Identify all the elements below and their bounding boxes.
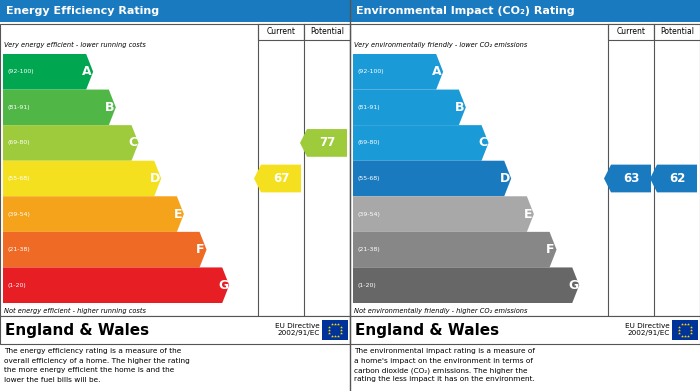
Polygon shape [353, 232, 556, 267]
Polygon shape [353, 267, 579, 303]
Text: Very environmentally friendly - lower CO₂ emissions: Very environmentally friendly - lower CO… [354, 42, 527, 48]
Polygon shape [353, 125, 489, 161]
Text: 67: 67 [273, 172, 289, 185]
Polygon shape [353, 90, 466, 125]
Text: (81-91): (81-91) [7, 105, 29, 110]
Text: B: B [105, 101, 115, 114]
Text: Potential: Potential [310, 27, 344, 36]
Text: F: F [196, 243, 205, 256]
Text: Not environmentally friendly - higher CO₂ emissions: Not environmentally friendly - higher CO… [354, 308, 528, 314]
Text: the more energy efficient the home is and the: the more energy efficient the home is an… [4, 367, 174, 373]
Text: Current: Current [617, 27, 645, 36]
Text: Very energy efficient - lower running costs: Very energy efficient - lower running co… [4, 42, 146, 48]
Bar [0, 24, 350, 316]
Polygon shape [353, 54, 443, 90]
Text: A: A [433, 65, 442, 78]
Text: Environmental Impact (CO₂) Rating: Environmental Impact (CO₂) Rating [356, 6, 575, 16]
Bar [350, 316, 700, 344]
Polygon shape [300, 129, 347, 157]
Text: 62: 62 [668, 172, 685, 185]
Text: rating the less impact it has on the environment.: rating the less impact it has on the env… [354, 377, 535, 382]
Text: EU Directive
2002/91/EC: EU Directive 2002/91/EC [625, 323, 670, 337]
Text: E: E [524, 208, 532, 221]
Text: (92-100): (92-100) [357, 69, 384, 74]
Text: (55-68): (55-68) [357, 176, 379, 181]
Text: G: G [218, 279, 228, 292]
Polygon shape [3, 54, 93, 90]
Polygon shape [3, 232, 206, 267]
Text: F: F [546, 243, 555, 256]
Text: England & Wales: England & Wales [5, 323, 149, 337]
Polygon shape [353, 196, 534, 232]
Bar [0, 316, 350, 344]
Text: (1-20): (1-20) [357, 283, 376, 288]
Polygon shape [3, 196, 184, 232]
Text: (92-100): (92-100) [7, 69, 34, 74]
Text: Not energy efficient - higher running costs: Not energy efficient - higher running co… [4, 308, 146, 314]
Polygon shape [604, 165, 651, 192]
Text: carbon dioxide (CO₂) emissions. The higher the: carbon dioxide (CO₂) emissions. The high… [354, 367, 528, 373]
Polygon shape [650, 165, 697, 192]
Text: (55-68): (55-68) [7, 176, 29, 181]
Polygon shape [3, 161, 161, 196]
Polygon shape [254, 165, 301, 192]
Bar [608, 24, 654, 40]
Polygon shape [3, 125, 139, 161]
Text: (21-38): (21-38) [7, 247, 29, 252]
Bar [258, 24, 304, 40]
Text: (81-91): (81-91) [357, 105, 379, 110]
Text: 77: 77 [319, 136, 335, 149]
Text: A: A [83, 65, 92, 78]
Text: D: D [150, 172, 160, 185]
Text: EU Directive
2002/91/EC: EU Directive 2002/91/EC [275, 323, 320, 337]
Polygon shape [3, 267, 229, 303]
Text: a home's impact on the environment in terms of: a home's impact on the environment in te… [354, 357, 533, 364]
Text: (69-80): (69-80) [7, 140, 29, 145]
Text: (39-54): (39-54) [7, 212, 30, 217]
Bar [322, 320, 348, 340]
Text: G: G [568, 279, 578, 292]
Text: lower the fuel bills will be.: lower the fuel bills will be. [4, 377, 101, 382]
Text: England & Wales: England & Wales [355, 323, 499, 337]
Bar [350, 0, 700, 22]
Text: B: B [455, 101, 465, 114]
Text: Current: Current [267, 27, 295, 36]
Bar [304, 24, 350, 40]
Bar [654, 24, 700, 40]
Text: Potential: Potential [660, 27, 694, 36]
Text: overall efficiency of a home. The higher the rating: overall efficiency of a home. The higher… [4, 357, 190, 364]
Text: (69-80): (69-80) [357, 140, 379, 145]
Text: (39-54): (39-54) [357, 212, 380, 217]
Text: The environmental impact rating is a measure of: The environmental impact rating is a mea… [354, 348, 535, 354]
Text: D: D [500, 172, 510, 185]
Text: E: E [174, 208, 182, 221]
Bar [350, 24, 700, 316]
Text: C: C [478, 136, 487, 149]
Text: (21-38): (21-38) [357, 247, 379, 252]
Bar [672, 320, 698, 340]
Text: Energy Efficiency Rating: Energy Efficiency Rating [6, 6, 159, 16]
Text: The energy efficiency rating is a measure of the: The energy efficiency rating is a measur… [4, 348, 181, 354]
Text: 63: 63 [623, 172, 639, 185]
Bar [0, 0, 350, 22]
Text: C: C [128, 136, 137, 149]
Text: (1-20): (1-20) [7, 283, 26, 288]
Polygon shape [353, 161, 511, 196]
Polygon shape [3, 90, 116, 125]
